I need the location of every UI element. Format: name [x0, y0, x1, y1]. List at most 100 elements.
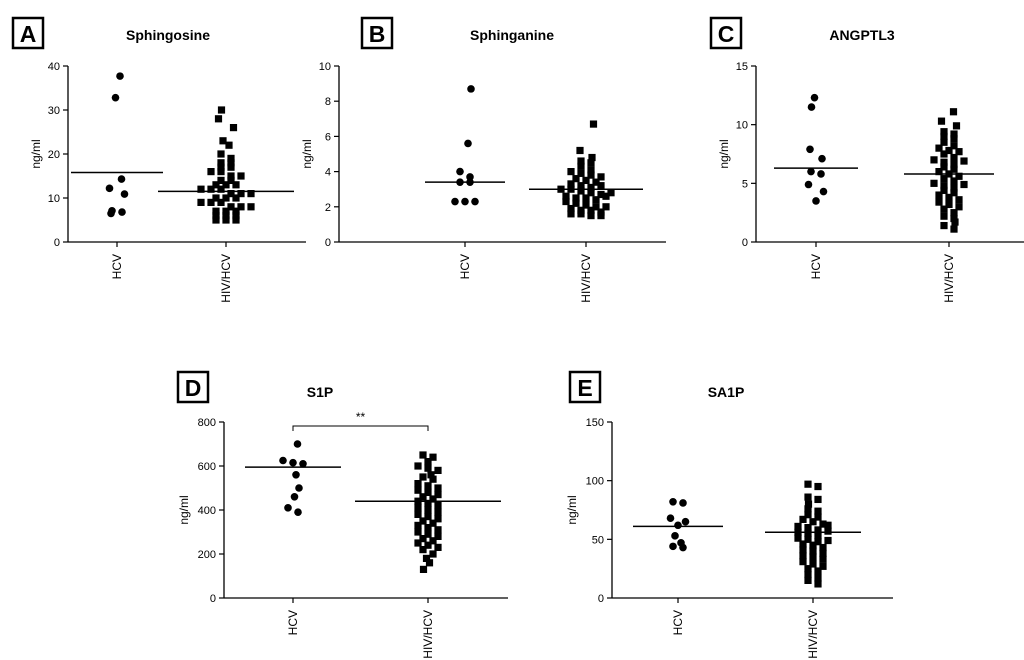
- y-tick-label: 8: [325, 96, 331, 108]
- data-point-hiv-hcv: [824, 521, 832, 529]
- data-point-hiv-hcv: [219, 137, 227, 145]
- data-point-hiv-hcv: [587, 171, 595, 179]
- data-point-hiv-hcv: [607, 189, 615, 197]
- data-point-hiv-hcv: [814, 538, 822, 546]
- y-tick-label: 800: [198, 417, 216, 429]
- data-point-hiv-hcv: [572, 194, 580, 202]
- data-point-hiv-hcv: [217, 159, 225, 167]
- data-point-hcv: [666, 514, 675, 523]
- data-point-hcv: [807, 103, 816, 111]
- data-point-hiv-hcv: [819, 555, 827, 563]
- panel-d: D S1P 0 200 400 600 800 ng/ml HCV HIV/HCV **: [176, 370, 508, 659]
- data-point-hiv-hcv: [945, 146, 953, 155]
- data-point-hiv-hcv: [217, 176, 225, 184]
- data-point-hiv-hcv: [197, 198, 205, 206]
- data-point-hiv-hcv: [414, 539, 422, 547]
- category-label: HCV: [458, 254, 472, 279]
- data-point-hiv-hcv: [227, 159, 235, 167]
- data-point-hiv-hcv: [424, 524, 432, 532]
- panel-letter: C: [718, 21, 735, 47]
- data-point-hiv-hcv: [587, 159, 595, 167]
- data-point-hiv-hcv: [225, 141, 233, 149]
- data-point-hiv-hcv: [940, 132, 948, 140]
- data-point-hcv: [812, 197, 820, 205]
- data-point-hiv-hcv: [419, 493, 427, 501]
- significance-label: **: [356, 410, 366, 424]
- data-point-hiv-hcv: [809, 541, 817, 549]
- data-point-hiv-hcv: [212, 216, 220, 224]
- y-tick-label: 10: [48, 193, 60, 205]
- data-point-hcv: [292, 471, 300, 479]
- data-point-hiv-hcv: [434, 526, 442, 534]
- data-point-hiv-hcv: [247, 203, 255, 211]
- y-tick-label: 15: [736, 61, 748, 73]
- y-tick-label: 20: [48, 149, 60, 161]
- data-point-hiv-hcv: [935, 144, 943, 152]
- data-point-hcv: [466, 173, 474, 181]
- y-tick-label: 2: [325, 202, 331, 214]
- data-point-hiv-hcv: [597, 173, 605, 181]
- data-point-hiv-hcv: [940, 158, 948, 166]
- data-point-hiv-hcv: [804, 493, 812, 501]
- category-label: HCV: [671, 610, 685, 635]
- y-tick-label: 0: [54, 237, 60, 249]
- data-point-hcv: [467, 85, 475, 93]
- y-axis-label: ng/ml: [29, 139, 43, 168]
- data-point-hiv-hcv: [232, 194, 240, 202]
- data-point-hiv-hcv: [940, 175, 948, 183]
- data-point-hiv-hcv: [592, 196, 600, 204]
- data-point-hiv-hcv: [930, 179, 938, 187]
- y-tick-label: 100: [586, 476, 604, 488]
- data-point-hiv-hcv: [227, 163, 235, 171]
- data-point-hiv-hcv: [572, 199, 580, 207]
- data-point-hiv-hcv: [222, 212, 230, 220]
- data-point-hiv-hcv: [414, 480, 422, 488]
- category-label: HIV/HCV: [942, 254, 956, 303]
- category-label: HCV: [286, 610, 300, 635]
- data-point-hiv-hcv: [229, 124, 238, 132]
- data-point-hiv-hcv: [824, 527, 832, 535]
- data-point-hiv-hcv: [809, 560, 817, 568]
- data-point-hcv: [804, 180, 813, 189]
- data-point-hiv-hcv: [419, 517, 427, 525]
- data-point-hiv-hcv: [237, 203, 245, 211]
- data-point-hiv-hcv: [222, 216, 230, 224]
- data-point-hiv-hcv: [804, 524, 812, 532]
- data-point-hiv-hcv: [434, 491, 442, 499]
- data-point-hiv-hcv: [587, 212, 595, 220]
- data-point-hcv: [118, 208, 126, 216]
- data-point-hiv-hcv: [212, 181, 220, 189]
- data-point-hiv-hcv: [587, 183, 595, 192]
- data-point-hcv: [111, 93, 120, 102]
- data-point-hiv-hcv: [588, 153, 596, 162]
- data-point-hiv-hcv: [232, 216, 240, 224]
- data-point-hcv: [669, 542, 677, 551]
- data-point-hiv-hcv: [955, 172, 963, 180]
- data-point-hiv-hcv: [935, 191, 943, 199]
- data-point-hcv: [451, 197, 459, 206]
- data-point-hiv-hcv: [935, 168, 943, 176]
- data-point-hiv-hcv: [232, 207, 240, 215]
- data-point-hiv-hcv: [940, 205, 948, 213]
- data-point-hiv-hcv: [424, 513, 432, 521]
- y-tick-label: 0: [210, 593, 216, 605]
- data-point-hiv-hcv: [814, 513, 822, 521]
- panel-letter-box: [709, 16, 743, 50]
- data-point-hiv-hcv: [814, 507, 822, 515]
- data-point-hiv-hcv: [217, 198, 225, 206]
- data-point-hiv-hcv: [799, 546, 807, 554]
- data-point-hiv-hcv: [212, 207, 220, 215]
- y-tick-label: 4: [325, 167, 331, 179]
- data-point-hiv-hcv: [587, 189, 595, 197]
- chart-title: S1P: [307, 384, 333, 400]
- y-tick-label: 400: [198, 505, 216, 517]
- data-point-hiv-hcv: [960, 180, 968, 189]
- data-point-hiv-hcv: [572, 175, 580, 183]
- data-point-hiv-hcv: [940, 128, 948, 136]
- data-point-hiv-hcv: [227, 172, 235, 180]
- data-point-hiv-hcv: [217, 168, 225, 176]
- category-label: HIV/HCV: [219, 254, 233, 303]
- data-point-hiv-hcv: [197, 185, 205, 193]
- data-point-hiv-hcv: [577, 210, 585, 218]
- data-point-hiv-hcv: [814, 495, 822, 504]
